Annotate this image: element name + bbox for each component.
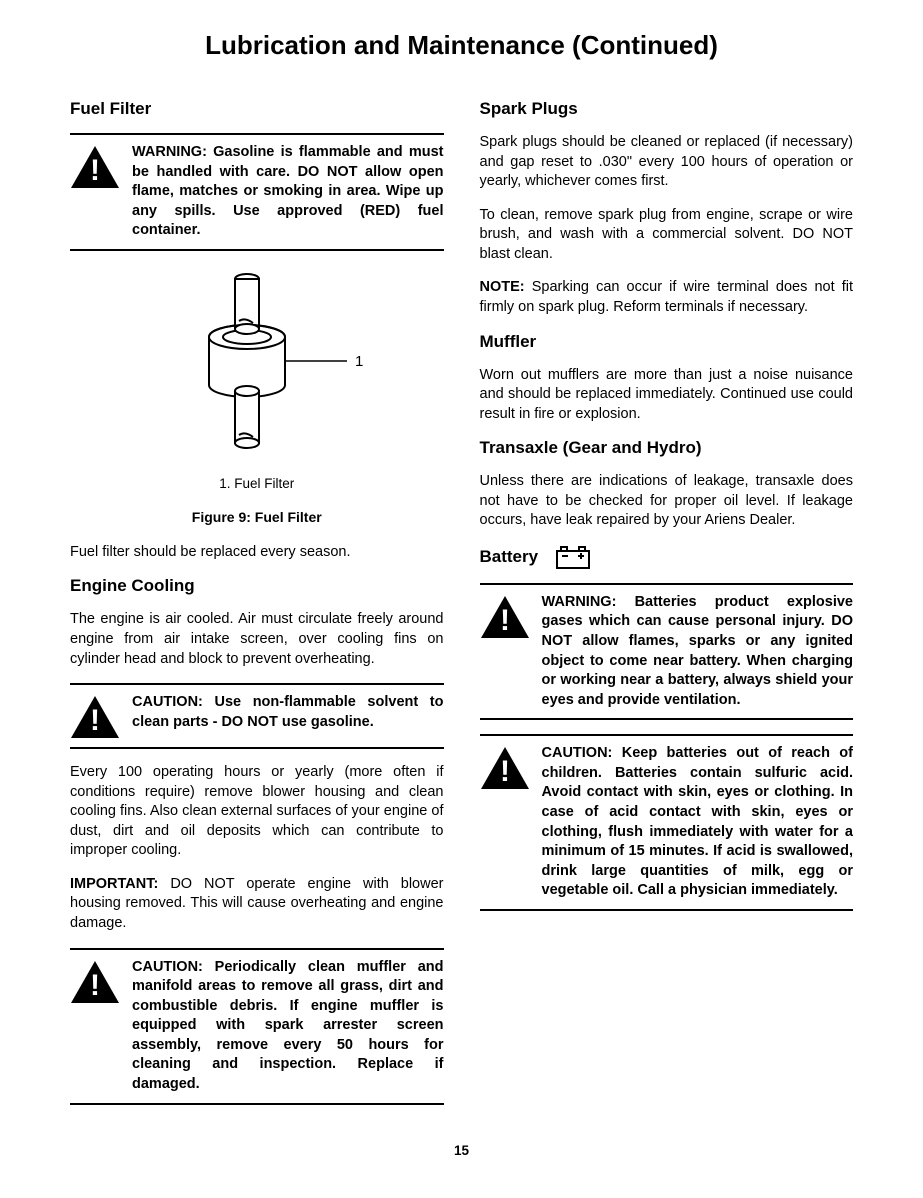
figure-callout-number: 1 [355,353,363,370]
fuel-filter-warning-text: WARNING: Gasoline is flammable and must … [132,143,444,241]
engine-cooling-important: IMPORTANT: DO NOT operate engine with bl… [70,875,444,934]
figure-title: Figure 9: Fuel Filter [70,509,444,525]
left-column: Fuel Filter ! WARNING: Gasoline is flamm… [70,99,444,1119]
note-prefix: NOTE: [480,279,525,295]
battery-icon [556,545,590,569]
battery-caution-text: CAUTION: Keep batteries out of reach of … [542,744,854,901]
figure-callout-label: 1. Fuel Filter [70,476,444,491]
two-column-layout: Fuel Filter ! WARNING: Gasoline is flamm… [70,99,853,1119]
important-prefix: IMPORTANT: [70,876,158,892]
warning-triangle-icon: ! [70,960,120,1004]
muffler-body: Worn out mufflers are more than just a n… [480,366,854,425]
spark-plugs-body-2: To clean, remove spark plug from engine,… [480,206,854,265]
svg-text:!: ! [90,704,100,737]
transaxle-body: Unless there are indications of leakage,… [480,472,854,531]
fuel-filter-figure: 1 1. Fuel Filter [70,265,444,491]
warning-triangle-icon: ! [70,695,120,739]
battery-heading-row: Battery [480,545,854,569]
spark-plugs-heading: Spark Plugs [480,99,854,119]
page-number: 15 [70,1143,853,1158]
engine-cooling-body-1: The engine is air cooled. Air must circu… [70,610,444,669]
engine-cooling-heading: Engine Cooling [70,576,444,596]
fuel-filter-warning-callout: ! WARNING: Gasoline is flammable and mus… [70,133,444,251]
svg-text:!: ! [500,755,510,788]
engine-cooling-caution-1: ! CAUTION: Use non-flammable solvent to … [70,683,444,749]
fuel-filter-body: Fuel filter should be replaced every sea… [70,543,444,563]
muffler-heading: Muffler [480,332,854,352]
spark-plugs-note: NOTE: Sparking can occur if wire termina… [480,278,854,317]
battery-warning-text: WARNING: Batteries product explosive gas… [542,593,854,710]
transaxle-heading: Transaxle (Gear and Hydro) [480,438,854,458]
page-title: Lubrication and Maintenance (Continued) [70,30,853,61]
warning-triangle-icon: ! [70,145,120,189]
right-column: Spark Plugs Spark plugs should be cleane… [480,99,854,1119]
engine-cooling-caution-1-text: CAUTION: Use non-flammable solvent to cl… [132,693,444,732]
engine-cooling-body-2: Every 100 operating hours or yearly (mor… [70,763,444,861]
warning-triangle-icon: ! [480,746,530,790]
battery-heading: Battery [480,547,539,567]
fuel-filter-heading: Fuel Filter [70,99,444,119]
battery-caution-callout: ! CAUTION: Keep batteries out of reach o… [480,734,854,911]
note-body: Sparking can occur if wire terminal does… [480,279,854,315]
spark-plugs-body-1: Spark plugs should be cleaned or replace… [480,133,854,192]
battery-warning-callout: ! WARNING: Batteries product explosive g… [480,583,854,720]
warning-triangle-icon: ! [480,595,530,639]
svg-text:!: ! [500,604,510,637]
svg-text:!: ! [90,969,100,1002]
svg-text:!: ! [90,154,100,187]
engine-cooling-caution-2: ! CAUTION: Periodically clean muffler an… [70,948,444,1105]
engine-cooling-caution-2-text: CAUTION: Periodically clean muffler and … [132,958,444,1095]
